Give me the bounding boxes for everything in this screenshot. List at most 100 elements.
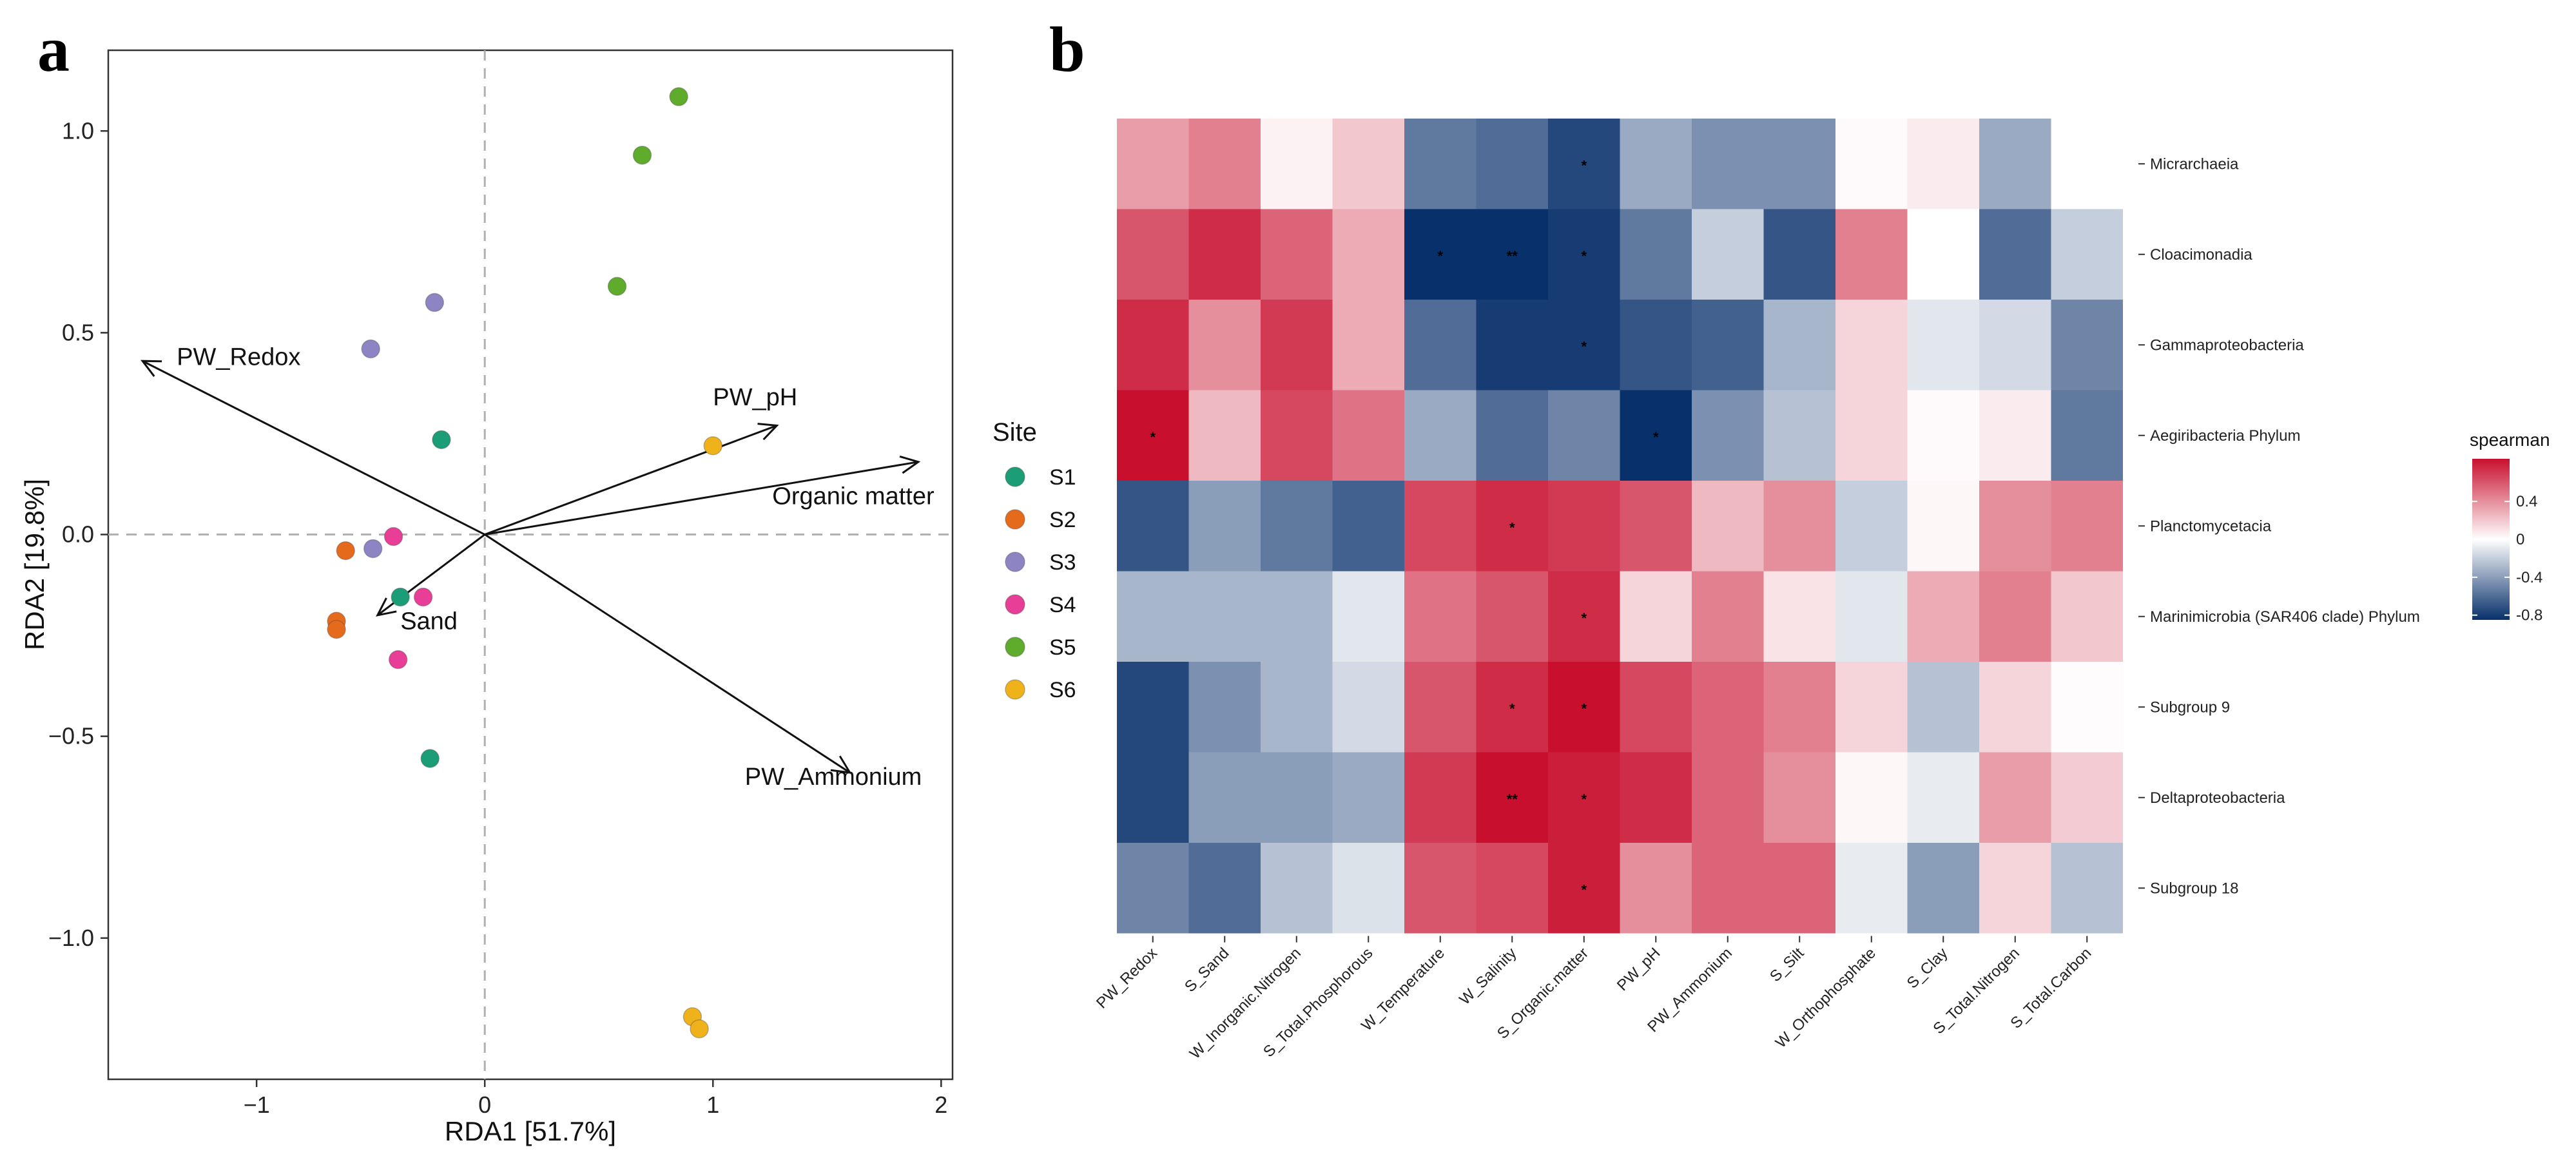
heatmap-cell <box>1332 571 1404 662</box>
heatmap-cell <box>1404 752 1477 843</box>
heatmap-cell <box>1692 119 1764 209</box>
heatmap-cell <box>1261 300 1333 390</box>
colorbar-tick-label: -0.8 <box>2516 607 2542 624</box>
heatmap-cell <box>1763 390 1835 481</box>
heatmap-cell <box>1835 481 1908 572</box>
heatmap-cell <box>1692 390 1764 481</box>
heatmap-cell <box>2051 209 2123 300</box>
rda-x-tick-label: 2 <box>935 1092 947 1118</box>
heatmap-cell <box>1979 209 2051 300</box>
legend-label-s2: S2 <box>1049 508 1076 532</box>
rda-y-axis-title: RDA2 [19.8%] <box>19 479 50 650</box>
heatmap-cell <box>1261 662 1333 753</box>
rda-arrow-shaft <box>484 534 851 774</box>
heatmap-cell <box>1476 300 1548 390</box>
rda-zero-lines <box>108 50 953 1079</box>
rda-point-s1 <box>420 749 440 768</box>
column-label: W_Salinity <box>1456 945 1520 1008</box>
heatmap-cell <box>1117 119 1189 209</box>
heatmap-cell <box>1907 119 1979 209</box>
heatmap-cell <box>1548 571 1620 662</box>
significance-marker: * <box>1509 519 1515 535</box>
heatmap-cell <box>1476 571 1548 662</box>
legend-label-s3: S3 <box>1049 550 1076 575</box>
rda-point-s3 <box>361 339 380 359</box>
heatmap-cell <box>1188 843 1261 934</box>
heatmap-cell <box>1404 300 1477 390</box>
heatmap-cell <box>1835 390 1908 481</box>
heatmap-cell <box>1332 662 1404 753</box>
heatmap-cell <box>1117 752 1189 843</box>
legend-swatch-s2 <box>1005 509 1025 530</box>
rda-arrow-shaft <box>484 425 777 535</box>
rda-point-s4 <box>383 526 403 546</box>
heatmap-significance: ** ** *** **** *** ** <box>1150 157 1659 898</box>
heatmap-cell <box>2051 390 2123 481</box>
significance-marker: * <box>1150 429 1156 445</box>
rda-y-tick-label: −1.0 <box>48 925 94 951</box>
heatmap-cell <box>1907 300 1979 390</box>
heatmap-cell <box>2051 752 2123 843</box>
rda-arrow-head <box>899 455 921 474</box>
heatmap-cell <box>2051 843 2123 934</box>
heatmap-cell <box>1548 662 1620 753</box>
rda-y-tick-label: 0.5 <box>62 319 94 345</box>
rda-point-s5 <box>632 146 652 165</box>
heatmap-cell <box>1332 390 1404 481</box>
correlation-heatmap: ** ** *** **** *** ** MicrarchaeiaCloacimonad… <box>1093 119 2420 1063</box>
heatmap-cell <box>2051 300 2123 390</box>
heatmap-cell <box>1763 481 1835 572</box>
site-legend: Site S1 S2 S3 S4 S5 S6 <box>993 418 1076 702</box>
rda-arrow-label: PW_pH <box>713 384 797 411</box>
heatmap-cell <box>1907 843 1979 934</box>
row-label: Planctomycetacia <box>2150 517 2272 535</box>
heatmap-cell <box>1117 662 1189 753</box>
heatmap-cell <box>1548 300 1620 390</box>
heatmap-cell <box>1261 843 1333 934</box>
heatmap-cell <box>1548 390 1620 481</box>
heatmap-cell <box>1332 481 1404 572</box>
significance-marker: * <box>1581 881 1587 898</box>
heatmap-cell <box>1404 571 1477 662</box>
heatmap-cell <box>1907 481 1979 572</box>
heatmap-column-labels: PW_Redox S_SandW_Inorganic.NitrogenS_Tota… <box>1093 936 2095 1063</box>
heatmap-cell <box>1476 662 1548 753</box>
legend-swatch-s4 <box>1005 594 1025 615</box>
heatmap-cell <box>1763 752 1835 843</box>
significance-marker: * <box>1581 791 1587 807</box>
rda-arrow-label: Sand <box>400 608 458 635</box>
rda-arrow-shaft <box>484 461 919 536</box>
significance-marker: * <box>1437 248 1443 264</box>
rda-point-s5 <box>669 87 688 106</box>
heatmap-cell <box>1979 300 2051 390</box>
heatmap-cell <box>1117 843 1189 934</box>
heatmap-cell <box>1763 119 1835 209</box>
heatmap-cell <box>1763 300 1835 390</box>
heatmap-cell <box>1261 209 1333 300</box>
heatmap-cell <box>1188 571 1261 662</box>
heatmap-cell <box>1261 752 1333 843</box>
heatmap-cell <box>1404 662 1477 753</box>
site-legend-title: Site <box>993 418 1037 447</box>
rda-x-tick-label: 1 <box>706 1092 719 1118</box>
heatmap-cell <box>1620 390 1692 481</box>
rda-point-s1 <box>391 587 410 607</box>
column-label: PW_pH <box>1614 945 1664 995</box>
heatmap-cell <box>1404 481 1477 572</box>
heatmap-cell <box>1620 843 1692 934</box>
heatmap-cell <box>1188 300 1261 390</box>
heatmap-cell <box>1332 752 1404 843</box>
column-label: S_Silt <box>1767 944 1808 985</box>
heatmap-cell <box>1404 843 1477 934</box>
heatmap-cell <box>1404 209 1477 300</box>
rda-x-tick-label: −1 <box>244 1092 270 1118</box>
heatmap-cell <box>1907 390 1979 481</box>
heatmap-cell <box>1907 752 1979 843</box>
panel-a-label: a <box>37 14 70 85</box>
rda-arrow-label: PW_Redox <box>177 343 300 371</box>
heatmap-cell <box>1692 752 1764 843</box>
heatmap-cell <box>1620 571 1692 662</box>
rda-point-s3 <box>425 293 445 313</box>
colorbar-tick-label: 0 <box>2516 531 2524 548</box>
